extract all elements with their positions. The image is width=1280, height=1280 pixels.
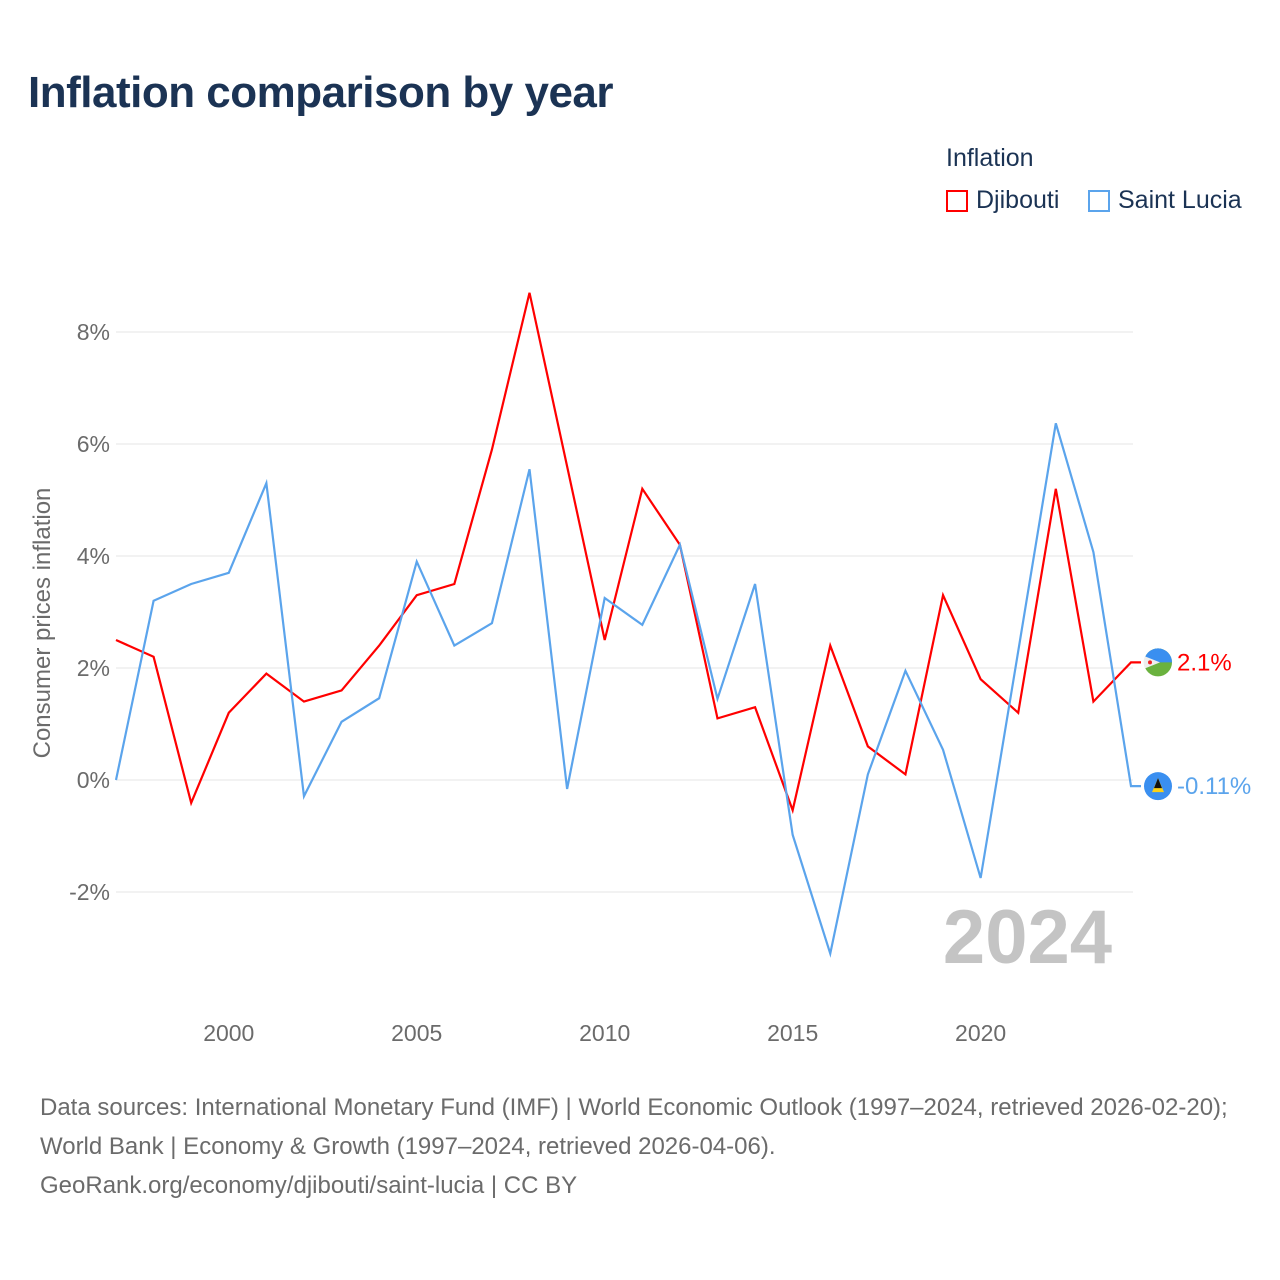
- series-line-djibouti: [115, 292, 1141, 815]
- y-tick-label: 2%: [77, 655, 110, 681]
- legend-label: Saint Lucia: [1118, 186, 1242, 214]
- line-chart: -2% 0% 2% 4% 6% 8% 2000 2005 2010 2015 2020 Consum…: [29, 292, 1251, 1046]
- x-tick-label: 2010: [579, 1020, 630, 1046]
- y-tick-label: 4%: [77, 543, 110, 569]
- legend-item-djibouti[interactable]: Djibouti: [946, 186, 1059, 215]
- djibouti-flag-icon: [1143, 648, 1172, 677]
- legend-swatch: [1088, 189, 1110, 212]
- end-value-label: 2.1%: [1177, 649, 1232, 676]
- credit-link[interactable]: GeoRank.org/economy/djibouti/saint-lucia…: [40, 1172, 578, 1199]
- x-tick-label: 2005: [391, 1020, 442, 1046]
- legend-item-saint-lucia[interactable]: Saint Lucia: [1088, 186, 1242, 215]
- series-line-saint-lucia: [114, 422, 1141, 958]
- x-tick-label: 2000: [203, 1020, 254, 1046]
- y-tick-label: -2%: [69, 879, 110, 905]
- end-value-label: -0.11%: [1177, 773, 1251, 800]
- y-axis-label: Consumer prices inflation: [29, 488, 56, 759]
- legend-swatch: [946, 189, 968, 212]
- x-tick-label: 2020: [955, 1020, 1006, 1046]
- y-tick-label: 8%: [77, 319, 110, 345]
- y-tick-label: 6%: [77, 431, 110, 457]
- data-sources: Data sources: International Monetary Fun…: [40, 1094, 1228, 1160]
- y-tick-label: 0%: [77, 767, 110, 793]
- legend-label: Djibouti: [976, 186, 1060, 214]
- x-tick-label: 2015: [767, 1020, 818, 1046]
- year-annotation: 2024: [943, 895, 1112, 980]
- saint-lucia-flag-icon: [1144, 772, 1172, 801]
- chart-title: Inflation comparison by year: [28, 68, 614, 117]
- legend-title: Inflation: [946, 144, 1034, 172]
- footer: Data sources: International Monetary Fun…: [40, 1088, 1250, 1205]
